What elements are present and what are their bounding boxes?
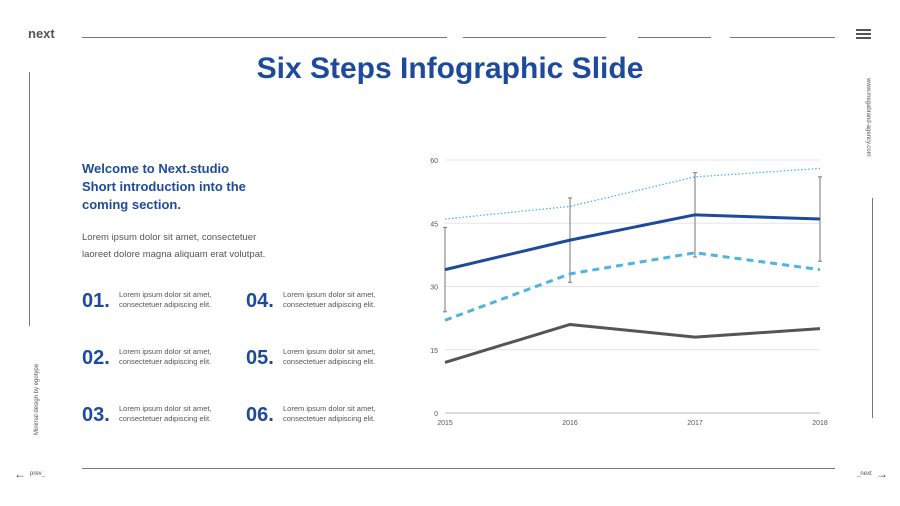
intro-heading: Welcome to Next.studio Short introductio… [82, 160, 282, 214]
y-tick-label: 60 [430, 158, 438, 165]
header-divider [82, 37, 447, 38]
series-line-2 [444, 213, 821, 272]
prev-link[interactable]: prev_ [30, 471, 46, 477]
step-text: Lorem ipsum dolor sit amet, consectetuer … [283, 347, 376, 366]
y-tick-label: 30 [430, 285, 438, 292]
y-tick-label: 15 [430, 348, 438, 355]
step-text: Lorem ipsum dolor sit amet, consectetuer … [283, 404, 376, 423]
credit-text: Minimal design by egotype [34, 363, 40, 435]
step-number: 05. [246, 347, 274, 369]
step-text: Lorem ipsum dolor sit amet, consectetuer … [119, 404, 212, 423]
step-number: 01. [82, 290, 110, 312]
header-divider [463, 37, 606, 38]
step-number: 04. [246, 290, 274, 312]
step-text: Lorem ipsum dolor sit amet, consectetuer … [119, 290, 212, 309]
step-text: Lorem ipsum dolor sit amet, consectetuer … [283, 290, 376, 309]
step-text: Lorem ipsum dolor sit amet, consectetuer … [119, 347, 212, 366]
y-tick-label: 0 [434, 411, 438, 418]
header-divider [638, 37, 711, 38]
intro-line: coming section. [82, 197, 181, 212]
intro-line: Welcome to Next.studio [82, 161, 230, 176]
x-tick-label: 2016 [562, 420, 578, 427]
series-line-4 [444, 322, 821, 364]
x-tick-label: 2018 [812, 420, 828, 427]
right-divider [872, 198, 873, 418]
website-text: www.megabrand-agency.com [865, 78, 871, 157]
footer-divider [82, 468, 835, 469]
step-number: 03. [82, 404, 110, 426]
intro-line: Short introduction into the [82, 179, 246, 194]
description-line: laoreet dolore magna aliquam erat volutp… [82, 249, 266, 260]
step-number: 06. [246, 404, 274, 426]
series-line-3 [444, 251, 821, 322]
hamburger-menu-icon[interactable] [856, 29, 871, 39]
x-tick-label: 2017 [687, 420, 703, 427]
line-chart: 0 15 30 45 60 2015 2016 2017 2018 [430, 158, 828, 427]
description-line: Lorem ipsum dolor sit amet, consectetuer [82, 232, 257, 243]
intro-description: Lorem ipsum dolor sit amet, consectetuer… [82, 229, 282, 263]
arrow-left-icon[interactable]: ← [14, 467, 26, 481]
header-divider [730, 37, 835, 38]
brand-logo[interactable]: next [28, 26, 55, 41]
series-line-1 [444, 167, 821, 220]
arrow-right-icon[interactable]: → [876, 467, 888, 481]
y-tick-label: 45 [430, 221, 438, 228]
slide-title: Six Steps Infographic Slide [256, 52, 644, 85]
left-divider [29, 72, 30, 326]
x-tick-label: 2015 [437, 420, 453, 427]
step-number: 02. [82, 347, 110, 369]
next-link[interactable]: _next [857, 471, 872, 477]
